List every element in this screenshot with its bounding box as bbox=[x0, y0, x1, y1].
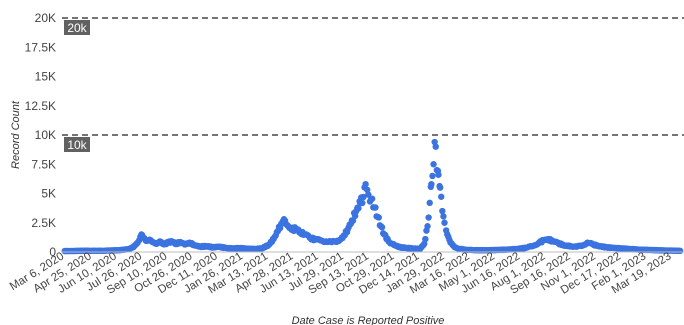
y-tick-label: 15K bbox=[35, 70, 56, 84]
reference-lines: 20k 10k bbox=[62, 17, 684, 152]
data-point bbox=[430, 161, 437, 168]
data-point bbox=[439, 207, 446, 215]
data-point bbox=[424, 223, 431, 230]
y-tick-label: 12.5K bbox=[25, 99, 56, 113]
data-point bbox=[436, 184, 444, 191]
data-point bbox=[429, 172, 436, 180]
y-tick-label: 0 bbox=[49, 245, 56, 259]
reference-label: 20k bbox=[67, 21, 87, 35]
y-tick-label: 20K bbox=[35, 11, 56, 25]
data-point bbox=[375, 214, 382, 221]
data-points bbox=[61, 138, 684, 255]
y-axis-title: Record Count bbox=[10, 100, 22, 169]
y-tick-label: 2.5K bbox=[31, 216, 56, 230]
data-point bbox=[422, 235, 429, 243]
data-point bbox=[428, 180, 435, 188]
data-point bbox=[351, 212, 359, 220]
x-axis-title: Date Case is Reported Positive bbox=[292, 315, 445, 325]
data-point bbox=[435, 171, 442, 178]
reference-label-box bbox=[64, 20, 90, 35]
data-point bbox=[355, 205, 362, 212]
data-point bbox=[676, 247, 684, 255]
data-point bbox=[425, 214, 432, 221]
data-point bbox=[440, 213, 447, 220]
data-point bbox=[359, 199, 366, 207]
reference-label: 10k bbox=[67, 138, 87, 152]
data-point bbox=[432, 143, 439, 150]
data-point bbox=[365, 191, 372, 198]
data-point bbox=[372, 204, 379, 211]
data-point bbox=[441, 219, 448, 226]
data-point bbox=[426, 199, 433, 207]
data-point bbox=[364, 186, 371, 194]
data-point bbox=[438, 193, 445, 200]
y-tick-label: 5K bbox=[41, 187, 56, 201]
data-point bbox=[368, 195, 376, 202]
y-tick-label: 17.5K bbox=[25, 40, 56, 54]
data-point bbox=[349, 217, 357, 224]
data-point bbox=[378, 224, 386, 231]
reference-label-box bbox=[64, 137, 90, 152]
y-tick-label: 10K bbox=[35, 128, 56, 142]
y-axis-tick-labels: 0 2.5K 5K 7.5K 10K 12.5K 15K 17.5K 20K bbox=[25, 11, 57, 259]
data-point bbox=[362, 180, 369, 188]
data-point bbox=[360, 193, 367, 201]
y-tick-label: 7.5K bbox=[31, 157, 56, 171]
